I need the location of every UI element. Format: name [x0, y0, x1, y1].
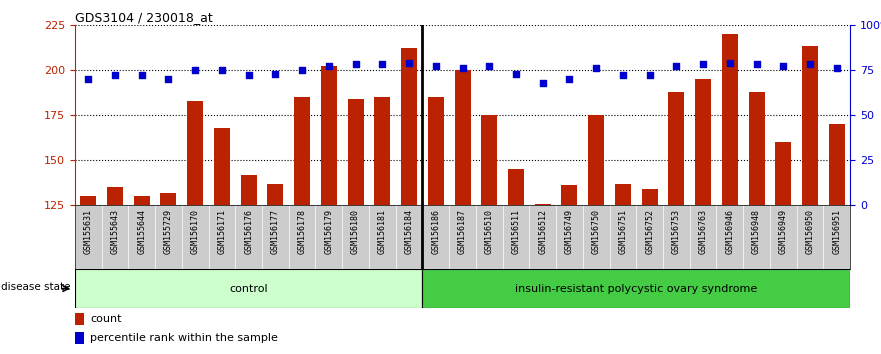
FancyBboxPatch shape: [422, 269, 850, 308]
Bar: [722, 34, 738, 205]
Text: control: control: [229, 284, 268, 293]
Bar: [294, 97, 310, 205]
Text: GSM156186: GSM156186: [432, 209, 440, 253]
Bar: [80, 196, 96, 205]
Text: GSM156950: GSM156950: [805, 209, 815, 253]
Text: GSM156753: GSM156753: [672, 209, 681, 253]
Point: [776, 63, 790, 69]
Point: [81, 76, 95, 82]
Bar: [241, 175, 256, 205]
Point: [108, 73, 122, 78]
Bar: [267, 184, 284, 205]
Text: GSM155643: GSM155643: [110, 209, 120, 253]
Point: [616, 73, 630, 78]
Point: [642, 73, 656, 78]
Text: GSM156949: GSM156949: [779, 209, 788, 253]
Text: GSM155729: GSM155729: [164, 209, 173, 253]
Text: GSM156948: GSM156948: [752, 209, 761, 253]
Text: GSM156946: GSM156946: [725, 209, 735, 253]
Point: [696, 62, 710, 67]
Bar: [187, 101, 204, 205]
Bar: [802, 46, 818, 205]
Bar: [160, 193, 176, 205]
Bar: [214, 128, 230, 205]
Point: [830, 65, 844, 71]
Text: GSM156177: GSM156177: [270, 209, 280, 253]
Bar: [535, 204, 551, 205]
Text: GSM156751: GSM156751: [618, 209, 627, 253]
Bar: [321, 66, 337, 205]
Point: [295, 67, 309, 73]
Bar: [75, 332, 85, 344]
Bar: [829, 124, 845, 205]
Point: [429, 63, 443, 69]
Point: [455, 65, 470, 71]
Bar: [775, 142, 791, 205]
Point: [562, 76, 576, 82]
Text: GSM156176: GSM156176: [244, 209, 253, 253]
Bar: [508, 169, 524, 205]
Bar: [401, 48, 417, 205]
Bar: [134, 196, 150, 205]
Text: GSM156763: GSM156763: [699, 209, 707, 253]
Bar: [561, 185, 577, 205]
Text: GSM156512: GSM156512: [538, 209, 547, 253]
Text: GSM156180: GSM156180: [352, 209, 360, 253]
FancyBboxPatch shape: [75, 269, 422, 308]
Point: [215, 67, 229, 73]
Text: GSM156184: GSM156184: [404, 209, 413, 253]
Bar: [107, 187, 123, 205]
Text: GSM156181: GSM156181: [378, 209, 387, 253]
Bar: [695, 79, 711, 205]
Bar: [615, 184, 631, 205]
Point: [536, 80, 550, 85]
Text: GSM156170: GSM156170: [190, 209, 200, 253]
Point: [189, 67, 203, 73]
Text: GSM156179: GSM156179: [324, 209, 333, 253]
Text: GSM156750: GSM156750: [592, 209, 601, 253]
Text: GSM156511: GSM156511: [512, 209, 521, 253]
Text: GSM155631: GSM155631: [84, 209, 93, 253]
Text: GDS3104 / 230018_at: GDS3104 / 230018_at: [75, 11, 212, 24]
Point: [482, 63, 496, 69]
Bar: [428, 97, 444, 205]
Point: [269, 71, 283, 76]
Point: [322, 63, 336, 69]
Text: GSM156187: GSM156187: [458, 209, 467, 253]
Bar: [641, 189, 658, 205]
Bar: [749, 92, 765, 205]
Text: GSM156951: GSM156951: [833, 209, 841, 253]
Point: [750, 62, 764, 67]
Text: GSM156749: GSM156749: [565, 209, 574, 253]
Text: GSM156171: GSM156171: [218, 209, 226, 253]
Point: [803, 62, 817, 67]
Point: [509, 71, 523, 76]
Text: insulin-resistant polycystic ovary syndrome: insulin-resistant polycystic ovary syndr…: [515, 284, 758, 293]
Bar: [455, 70, 470, 205]
Text: GSM155644: GSM155644: [137, 209, 146, 253]
Bar: [481, 115, 497, 205]
Bar: [374, 97, 390, 205]
Bar: [75, 313, 85, 325]
Point: [349, 62, 363, 67]
Bar: [669, 92, 685, 205]
Bar: [348, 99, 364, 205]
Point: [402, 60, 416, 65]
Point: [241, 73, 255, 78]
Text: percentile rank within the sample: percentile rank within the sample: [91, 333, 278, 343]
Point: [670, 63, 684, 69]
Text: GSM156752: GSM156752: [645, 209, 655, 253]
Point: [589, 65, 603, 71]
Text: GSM156510: GSM156510: [485, 209, 493, 253]
Text: disease state: disease state: [1, 282, 70, 292]
Text: count: count: [91, 314, 122, 324]
Point: [375, 62, 389, 67]
Bar: [589, 115, 604, 205]
Point: [161, 76, 175, 82]
Text: GSM156178: GSM156178: [298, 209, 307, 253]
Point: [135, 73, 149, 78]
Point: [722, 60, 737, 65]
